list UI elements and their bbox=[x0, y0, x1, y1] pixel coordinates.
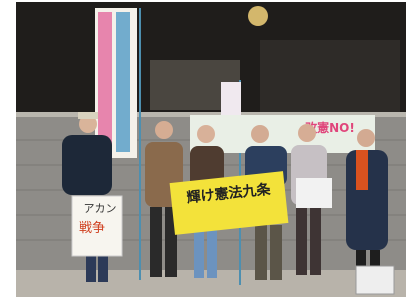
photo: 改憲NO! アカン 戦争 輝け憲法九条 bbox=[0, 0, 413, 297]
sign-text: アカン bbox=[84, 202, 117, 215]
bag bbox=[356, 266, 394, 294]
banner-stripe bbox=[116, 12, 130, 152]
street-light bbox=[248, 6, 268, 26]
page: {"signs": {"yellow_sign": "輝け憲法九条", "lef… bbox=[0, 0, 413, 297]
building bbox=[260, 40, 400, 115]
sign-text: 戦争 bbox=[79, 221, 105, 236]
banner-stripe bbox=[98, 12, 112, 152]
